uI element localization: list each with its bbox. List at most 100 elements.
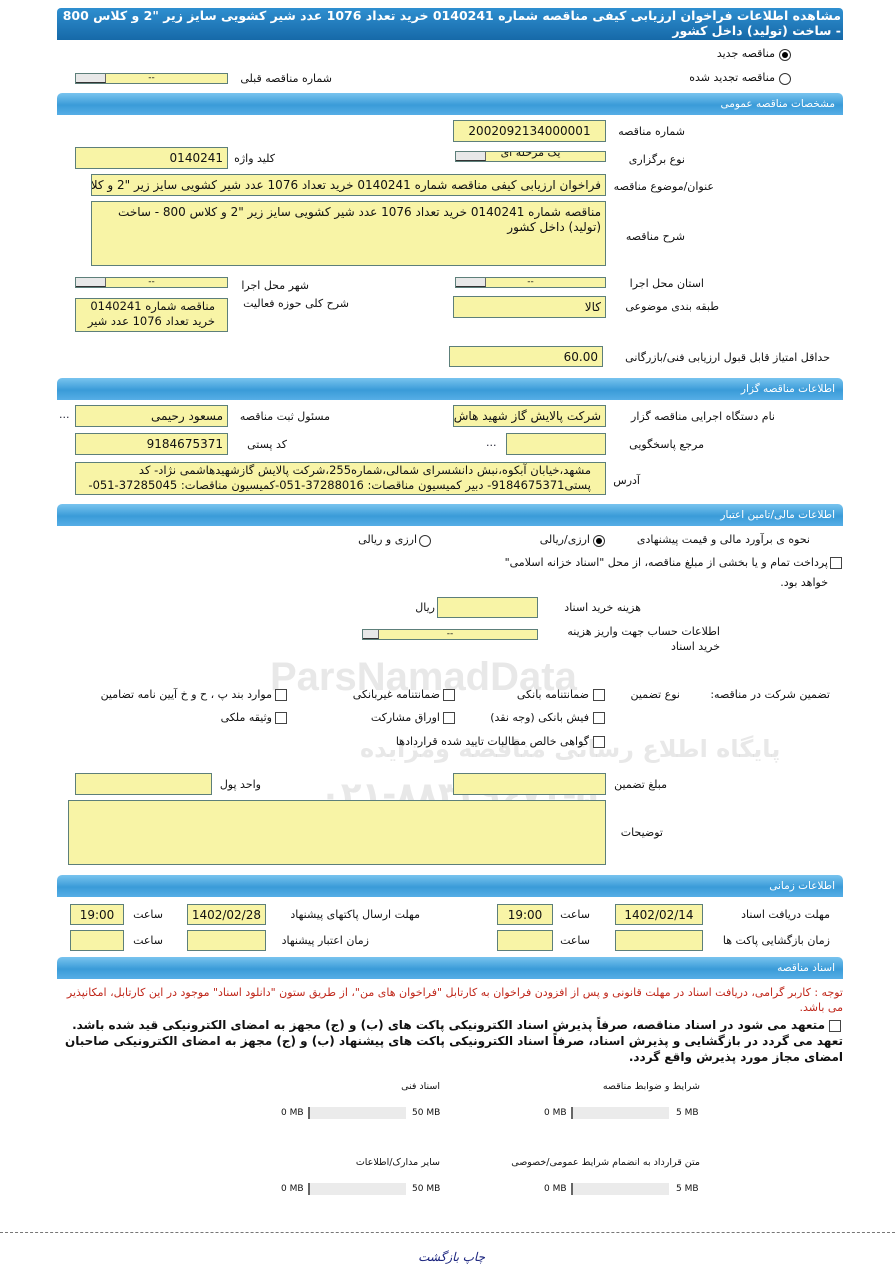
doc-cost-field[interactable] [437, 597, 538, 618]
guarantee-label: تضمین شرکت در مناقصه: [710, 688, 830, 701]
section-timing: اطلاعات زمانی [57, 875, 843, 897]
guarantee-property-checkbox[interactable] [275, 712, 287, 724]
amount-label: مبلغ تضمین [614, 778, 667, 791]
min-score-label: حداقل امتیاز قابل قبول ارزیابی فنی/بازرگ… [625, 351, 830, 364]
open-time-field[interactable] [497, 930, 553, 951]
notes-textarea[interactable] [68, 800, 606, 865]
prev-number-select[interactable]: -- [75, 73, 228, 84]
ref-field[interactable] [506, 433, 606, 455]
send-time-field[interactable]: 19:00 [70, 904, 124, 925]
category-field[interactable]: کالا [453, 296, 606, 318]
file-max: 50 MB [412, 1184, 441, 1194]
estimate-opt1-label: ارزی/ریالی [539, 533, 590, 546]
province-select[interactable]: -- [455, 277, 606, 288]
desc-label: شرح مناقصه [625, 230, 685, 243]
tender-number-field[interactable]: 2002092134000001 [453, 120, 606, 142]
postal-label: کد پستی [247, 438, 287, 451]
registrar-label: مسئول ثبت مناقصه [239, 410, 330, 423]
prev-number-label: شماره مناقصه قبلی [240, 72, 332, 85]
address-textarea[interactable]: مشهد،خیابان آبکوه،نبش دانشسرای شمالی،شما… [75, 462, 606, 495]
validity-time-field[interactable] [70, 930, 124, 951]
category-label: طبقه بندی موضوعی [625, 300, 719, 313]
footer-links: چاپ بازگشت [418, 1250, 485, 1264]
currency-label: ریال [415, 601, 435, 614]
select-value: -- [446, 629, 454, 639]
city-select[interactable]: -- [75, 277, 228, 288]
renewed-tender-radio[interactable] [779, 73, 791, 85]
dropdown-button[interactable] [76, 278, 106, 287]
doc-cost-label: هزینه خرید اسناد [564, 601, 641, 614]
treasury-checkbox[interactable] [830, 557, 842, 569]
select-value: -- [527, 277, 534, 287]
activity-listbox[interactable]: مناقصه شماره 0140241 خرید تعداد 1076 عدد… [75, 298, 228, 332]
print-link[interactable]: چاپ [462, 1250, 485, 1264]
section-finance: اطلاعات مالی/تامین اعتبار [57, 504, 843, 526]
dropdown-button[interactable] [363, 630, 379, 639]
time-label: ساعت [133, 908, 163, 921]
validity-label: زمان اعتبار پیشنهاد [281, 934, 369, 947]
section-title: مشخصات مناقصه عمومی [720, 98, 835, 110]
receive-label: مهلت دریافت اسناد [741, 908, 830, 921]
open-date-field[interactable] [615, 930, 703, 951]
registrar-field[interactable]: مسعود رحیمی [75, 405, 228, 427]
receive-date-field[interactable]: 1402/02/14 [615, 904, 703, 925]
guarantee-nonbank-checkbox[interactable] [443, 689, 455, 701]
postal-field[interactable]: 9184675371 [75, 433, 228, 455]
section-organizer: اطلاعات مناقصه گزار [57, 378, 843, 400]
dropdown-button[interactable] [456, 278, 486, 287]
file-label: متن قرارداد به انضمام شرایط عمومی/خصوصی [511, 1157, 700, 1168]
dropdown-button[interactable] [76, 74, 106, 83]
org-label: نام دستگاه اجرایی مناقصه گزار [631, 410, 775, 423]
file-progress-bar [571, 1183, 669, 1195]
estimate-opt2-radio[interactable] [419, 535, 431, 547]
dropdown-button[interactable] [456, 152, 486, 161]
ref-label: مرجع پاسخگویی [629, 438, 704, 451]
guarantee-bonds-checkbox[interactable] [443, 712, 455, 724]
section-title: اطلاعات مناقصه گزار [740, 383, 835, 395]
subject-field[interactable]: فراخوان ارزیابی کیفی مناقصه شماره 014024… [91, 174, 606, 196]
min-score-field[interactable]: 60.00 [449, 346, 603, 367]
footer-divider [0, 1232, 895, 1233]
registrar-more-button[interactable]: ... [59, 408, 70, 421]
section-title: اسناد مناقصه [777, 962, 835, 974]
estimate-label: نحوه ی برآورد مالی و قیمت پیشنهادی [636, 533, 810, 546]
validity-date-field[interactable] [187, 930, 266, 951]
new-tender-radio[interactable] [779, 49, 791, 61]
guarantee-bank-label: ضمانتنامه بانکی [516, 688, 589, 701]
guarantee-type-label: نوع تضمین [630, 688, 680, 701]
unit-field[interactable] [75, 773, 212, 795]
guarantee-claims-checkbox[interactable] [593, 736, 605, 748]
treasury-text-2: خواهد بود. [780, 576, 828, 589]
desc-textarea[interactable]: مناقصه شماره 0140241 خرید تعداد 1076 عدد… [91, 201, 606, 266]
guarantee-clause-checkbox[interactable] [275, 689, 287, 701]
tender-number-label: شماره مناقصه [618, 125, 685, 138]
estimate-opt1-radio[interactable] [593, 535, 605, 547]
commit-checkbox[interactable] [829, 1020, 841, 1032]
file-max: 5 MB [676, 1184, 699, 1194]
guarantee-cash-checkbox[interactable] [593, 712, 605, 724]
back-link[interactable]: بازگشت [418, 1250, 460, 1264]
section-documents: اسناد مناقصه [57, 957, 843, 979]
type-select[interactable]: یک مرحله ای [455, 151, 606, 162]
receive-time-field[interactable]: 19:00 [497, 904, 553, 925]
new-tender-label: مناقصه جدید [716, 47, 775, 60]
guarantee-nonbank-label: ضمانتنامه غیربانکی [352, 688, 440, 701]
guarantee-cash-label: فیش بانکی (وجه نقد) [490, 711, 589, 724]
ref-more-button[interactable]: ... [486, 436, 497, 449]
file-max: 50 MB [412, 1108, 441, 1118]
guarantee-bank-checkbox[interactable] [593, 689, 605, 701]
file-max: 5 MB [676, 1108, 699, 1118]
send-label: مهلت ارسال پاکتهای پیشنهاد [290, 908, 420, 921]
keyword-field[interactable]: 0140241 [75, 147, 228, 169]
address-label: آدرس [613, 474, 640, 487]
keyword-label: کلید واژه [234, 152, 275, 165]
file-label: اسناد فنی [401, 1081, 440, 1092]
amount-field[interactable] [453, 773, 606, 795]
time-label: ساعت [560, 908, 590, 921]
send-date-field[interactable]: 1402/02/28 [187, 904, 266, 925]
org-field[interactable]: شرکت پالایش گاز شهید هاش [453, 405, 606, 427]
account-select[interactable]: -- [362, 629, 538, 640]
section-general: مشخصات مناقصه عمومی [57, 93, 843, 115]
guarantee-bonds-label: اوراق مشارکت [370, 711, 440, 724]
